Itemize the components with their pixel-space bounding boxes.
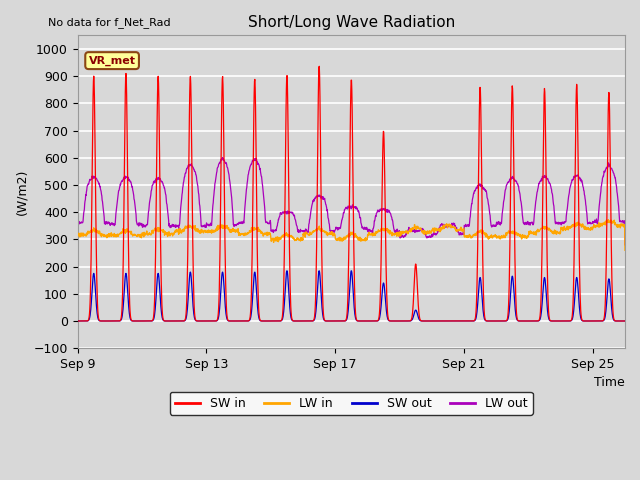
X-axis label: Time: Time [595, 376, 625, 389]
Y-axis label: (W/m2): (W/m2) [15, 168, 28, 215]
Text: No data for f_Net_Rad: No data for f_Net_Rad [48, 17, 171, 28]
Text: VR_met: VR_met [88, 56, 136, 66]
Legend: SW in, LW in, SW out, LW out: SW in, LW in, SW out, LW out [170, 392, 533, 415]
Title: Short/Long Wave Radiation: Short/Long Wave Radiation [248, 15, 455, 30]
